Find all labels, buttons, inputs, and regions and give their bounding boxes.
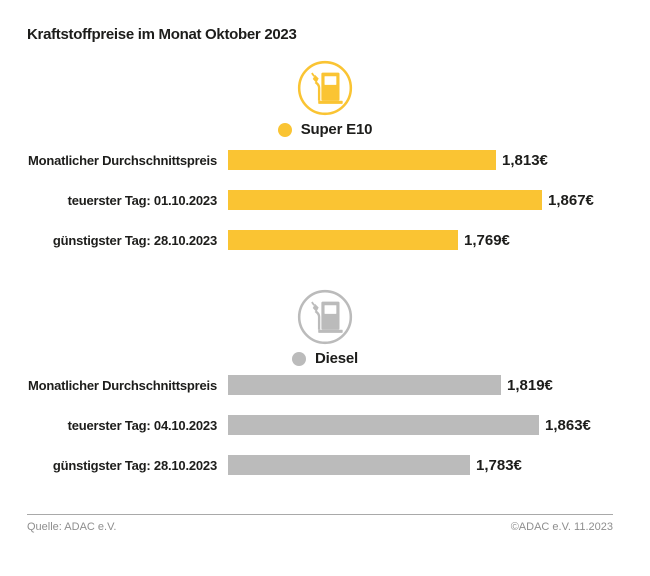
bar-category-label: günstigster Tag: 28.10.2023 (0, 458, 217, 473)
bar-row: teuerster Tag: 01.10.2023 1,867€ (0, 190, 650, 210)
bar-row: günstigster Tag: 28.10.2023 1,783€ (0, 455, 650, 475)
bar (228, 455, 470, 475)
bar-row: günstigster Tag: 28.10.2023 1,769€ (0, 230, 650, 250)
bar-category-label: teuerster Tag: 04.10.2023 (0, 417, 218, 433)
bar-value-label: 1,813€ (502, 151, 548, 169)
bar-category-text: teuerster Tag: 04.10.2023 (67, 417, 218, 433)
bar-row: Monatlicher Durchschnittspreis 1,813€ (0, 150, 650, 170)
legend-dot (277, 122, 292, 137)
bar-category-label: teuerster Tag: 01.10.2023 (0, 192, 218, 208)
bar-value-label: 1,863€ (545, 416, 591, 434)
bar (228, 150, 496, 170)
bar-category-text: Monatlicher Durchschnittspreis (27, 152, 217, 168)
bar-value-label: 1,867€ (548, 191, 594, 209)
bar (228, 190, 542, 210)
bar (228, 375, 501, 395)
footer-divider (27, 514, 613, 515)
bar-category-label: Monatlicher Durchschnittspreis (0, 378, 217, 393)
legend-diesel: Diesel (292, 350, 358, 367)
fuel-pump-icon (297, 60, 353, 116)
footer: Quelle: ADAC e.V. ©ADAC e.V. 11.2023 (27, 521, 613, 533)
copyright-label: ©ADAC e.V. 11.2023 (510, 521, 613, 533)
bar-value-label: 1,819€ (507, 376, 553, 394)
legend-label: Diesel (315, 350, 358, 367)
section-header-diesel: Diesel (0, 288, 650, 367)
bar-value-label: 1,769€ (464, 231, 510, 249)
fuel-pump-icon (297, 289, 353, 345)
bar-category-text: Monatlicher Durchschnittspreis (27, 377, 217, 393)
bar-category-label: Monatlicher Durchschnittspreis (0, 153, 217, 168)
chart-title: Kraftstoffpreise im Monat Oktober 2023 (27, 26, 297, 43)
bar-value-label: 1,783€ (476, 456, 522, 474)
legend-super-e10: Super E10 (277, 121, 373, 138)
section-header-super-e10: Super E10 (0, 59, 650, 138)
bar-category-text: teuerster Tag: 01.10.2023 (67, 192, 218, 208)
bar-category-text: günstigster Tag: 28.10.2023 (52, 232, 217, 248)
bar-category-label: günstigster Tag: 28.10.2023 (0, 233, 217, 248)
legend-label: Super E10 (300, 121, 373, 138)
bar-group-super-e10: Monatlicher Durchschnittspreis 1,813€ teue… (0, 150, 650, 270)
bar-group-diesel: Monatlicher Durchschnittspreis 1,819€ teue… (0, 375, 650, 495)
source-label: Quelle: ADAC e.V. (27, 521, 117, 533)
bar (228, 415, 539, 435)
bar-row: Monatlicher Durchschnittspreis 1,819€ (0, 375, 650, 395)
bar (228, 230, 458, 250)
bar-category-text: günstigster Tag: 28.10.2023 (52, 457, 217, 473)
legend-dot (292, 351, 306, 366)
bar-row: teuerster Tag: 04.10.2023 1,863€ (0, 415, 650, 435)
